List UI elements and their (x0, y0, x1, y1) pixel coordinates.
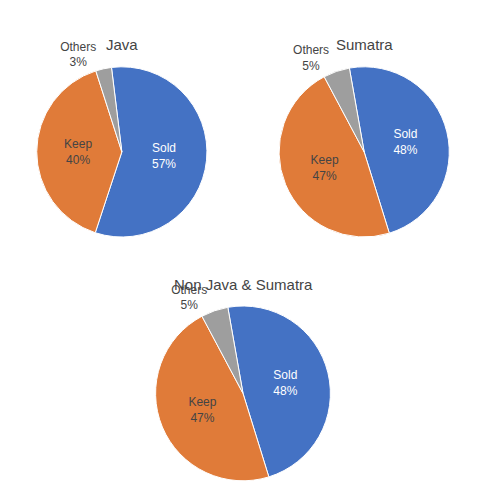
svg-text:Keep47%: Keep47% (188, 395, 216, 425)
svg-text:Keep47%: Keep47% (311, 153, 339, 183)
svg-text:Sold48%: Sold48% (273, 368, 297, 398)
svg-text:Keep40%: Keep40% (64, 137, 92, 167)
svg-text:Others5%: Others5% (171, 283, 207, 313)
svg-text:Java: Java (106, 36, 138, 53)
svg-text:Sold48%: Sold48% (393, 127, 417, 157)
svg-text:Sold57%: Sold57% (152, 141, 176, 171)
svg-text:Others5%: Others5% (293, 43, 329, 73)
svg-text:Others3%: Others3% (60, 40, 96, 70)
svg-text:Sumatra: Sumatra (336, 36, 393, 53)
svg-text:Non Java & Sumatra: Non Java & Sumatra (174, 276, 313, 293)
